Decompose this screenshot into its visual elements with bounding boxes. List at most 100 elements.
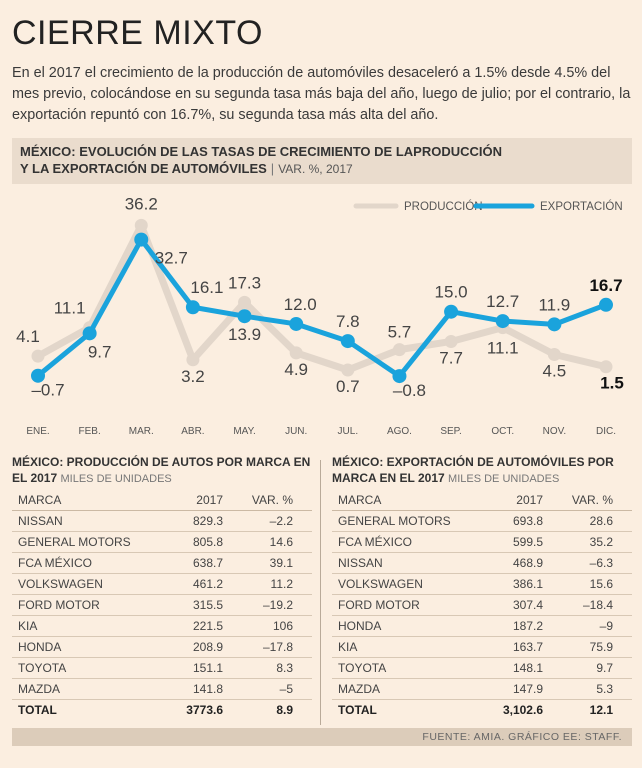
export-table: México: exportación de automóviles por m… (332, 452, 632, 720)
table-cell: FCA MÉXICO (338, 535, 413, 549)
table-cell: VOLKSWAGEN (18, 577, 103, 591)
table-cell: –5 (279, 682, 293, 696)
x-tick-label: SEP. (440, 426, 462, 437)
table-row: KIA 163.7 75.9 (332, 637, 632, 658)
export-data-label: 11.9 (538, 295, 570, 314)
table-cell: 151.1 (192, 661, 223, 675)
table-cell: TOYOTA (338, 661, 387, 675)
export-point (340, 334, 355, 349)
x-tick-label: ENE. (26, 426, 49, 437)
table-cell: 599.5 (512, 535, 543, 549)
export-point (237, 309, 252, 324)
x-tick-label: MAY. (233, 426, 255, 437)
table-cell: 28.6 (589, 514, 613, 528)
table-cell: 638.7 (192, 556, 223, 570)
table-cell: –9 (599, 619, 613, 633)
table-cell: HONDA (338, 619, 382, 633)
export-point (134, 232, 149, 247)
export-point (82, 326, 97, 341)
table-cell: 829.3 (192, 514, 223, 528)
table-cell: GENERAL MOTORS (18, 535, 131, 549)
x-tick-label: DIC. (596, 426, 616, 437)
table-cell: 106 (272, 619, 293, 633)
export-point (599, 297, 613, 312)
production-point (444, 334, 458, 348)
x-tick-label: MAR. (129, 426, 154, 437)
line-chart: PRODUCCIÓN EXPORTACIÓN 4.1 11.1 36.2 3.2 17.3 4… (16, 194, 624, 437)
table-cell: FORD MOTOR (338, 598, 420, 612)
export-point (444, 304, 459, 319)
table-row: TOYOTA 151.1 8.3 (12, 658, 312, 679)
production-data-label: 17.3 (228, 273, 261, 292)
export-point (31, 368, 45, 383)
production-table: México: producción de autos por marca en… (12, 452, 312, 720)
table-cell: HONDA (18, 640, 62, 654)
table-row: KIA 221.5 106 (12, 616, 312, 637)
table-cell: KIA (18, 619, 38, 633)
x-tick-label: JUL. (338, 426, 359, 437)
table-cell: –18.4 (582, 598, 613, 612)
export-data-label: 15.0 (435, 283, 468, 302)
export-line (35, 237, 609, 379)
production-data-label: 4.5 (543, 362, 567, 381)
x-tick-label: ABR. (181, 426, 204, 437)
x-tick-label: OCT. (491, 426, 514, 437)
export-data-label: 7.8 (336, 312, 360, 331)
chart-subtitle: VAR. %, 2017 (278, 162, 353, 176)
table-cell: 147.9 (512, 682, 543, 696)
production-data-label: 1.5 (600, 374, 624, 393)
intro-paragraph: En el 2017 el crecimiento de la producci… (12, 65, 631, 123)
export-data-label: 9.7 (88, 342, 112, 361)
chart-title: México: Evolución de las tasas de crecim… (20, 144, 502, 176)
table-cell: 15.6 (589, 577, 613, 591)
table-cell: GENERAL MOTORS (338, 514, 451, 528)
table-cell: –2.2 (269, 514, 293, 528)
table-row: TOYOTA 148.1 9.7 (332, 658, 632, 679)
table-row: FORD MOTOR 307.4 –18.4 (332, 595, 632, 616)
production-data-label: 0.7 (336, 377, 360, 396)
production-point (599, 360, 613, 374)
table-row: VOLKSWAGEN 386.1 15.6 (332, 574, 632, 595)
table-cell: MAZDA (18, 682, 60, 696)
table-cell: 35.2 (589, 535, 613, 549)
table-row: HONDA 208.9 –17.8 (12, 637, 312, 658)
export-data-label: –0.8 (393, 381, 426, 400)
export-data-label: 32.7 (155, 249, 188, 268)
table-cell: –19.2 (262, 598, 293, 612)
chart-title-line2: y la exportación de automóviles (20, 161, 267, 176)
table-cell: 39.1 (269, 556, 293, 570)
production-point (186, 353, 200, 367)
table-cell: –6.3 (589, 556, 613, 570)
table-cell: 11.2 (270, 577, 293, 591)
headline: CIERRE MIXTO (12, 14, 263, 52)
table-header-row: MARCA 2017 VAR. % (12, 490, 312, 511)
table-cell: MAZDA (338, 682, 380, 696)
export-point (547, 317, 562, 332)
legend-label: PRODUCCIÓN (404, 200, 483, 213)
export-point (495, 314, 510, 329)
production-point (392, 343, 406, 357)
table-row: VOLKSWAGEN 461.2 11.2 (12, 574, 312, 595)
table-cell: VOLKSWAGEN (338, 577, 423, 591)
production-data-label: 11.1 (487, 339, 519, 358)
production-data-label: 5.7 (388, 323, 412, 342)
table-divider (320, 460, 321, 725)
x-tick-label: NOV. (543, 426, 567, 437)
export-table-title: México: exportación de automóviles por m… (332, 455, 614, 485)
export-point (289, 316, 304, 331)
table-row: MAZDA 147.9 5.3 (332, 679, 632, 700)
production-point (341, 363, 355, 377)
table-cell: FCA MÉXICO (18, 556, 93, 570)
table-cell: 221.5 (192, 619, 223, 633)
table-cell: 5.3 (596, 682, 613, 696)
table-cell: 148.1 (512, 661, 543, 675)
table-row: HONDA 187.2 –9 (332, 616, 632, 637)
table-cell: 75.9 (589, 640, 613, 654)
table-cell: 386.1 (512, 577, 543, 591)
table-cell: 9.7 (596, 661, 613, 675)
x-tick-label: AGO. (387, 426, 412, 437)
production-point (289, 346, 303, 360)
export-data-label: 13.9 (228, 325, 261, 344)
export-data-label: 16.7 (589, 276, 622, 295)
table-cell: NISSAN (18, 514, 63, 528)
